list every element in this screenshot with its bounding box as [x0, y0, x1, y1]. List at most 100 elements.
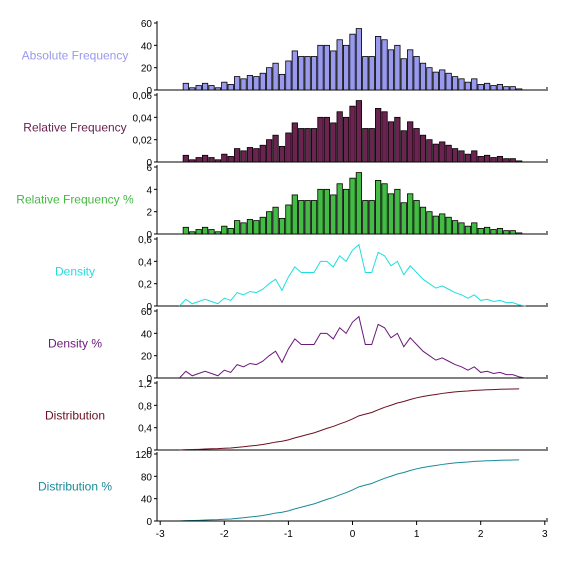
bar	[394, 44, 401, 91]
panel-7: 0 40 80 120	[135, 450, 548, 528]
bar	[368, 128, 375, 163]
bar	[246, 219, 254, 235]
bar	[201, 82, 209, 91]
bar	[336, 111, 343, 163]
bar	[182, 226, 189, 235]
bar	[490, 85, 497, 91]
bar	[375, 179, 382, 235]
bar	[195, 85, 202, 91]
bar	[477, 156, 484, 163]
bar	[503, 158, 510, 163]
bar	[496, 84, 504, 91]
bar	[407, 193, 414, 235]
y-tick-label: 20	[141, 64, 153, 75]
bar	[464, 81, 471, 91]
series-line	[179, 388, 520, 451]
bar	[310, 128, 318, 163]
bar	[189, 159, 196, 163]
bar	[419, 134, 427, 163]
x-tick-label: 1	[414, 529, 420, 540]
bar	[451, 220, 459, 235]
bar	[208, 157, 215, 163]
bar	[234, 148, 241, 163]
bar	[426, 67, 433, 91]
x-axis: -3 -2 -1 0 1 2 3	[156, 520, 548, 540]
bar	[291, 194, 298, 235]
bar	[381, 39, 388, 91]
bar	[490, 157, 497, 163]
bar	[419, 62, 427, 91]
bar	[355, 100, 363, 163]
bar	[330, 50, 337, 91]
bar	[336, 183, 343, 235]
y-tick-label: 0	[146, 517, 152, 528]
x-tick-label: 0	[350, 529, 356, 540]
bar	[432, 143, 439, 163]
y-tick-label: 0,2	[138, 280, 152, 291]
bar	[189, 87, 196, 91]
bar	[221, 153, 228, 163]
bar	[266, 139, 273, 163]
y-tick-label: 0,8	[138, 401, 152, 412]
bar	[445, 216, 452, 235]
bar	[285, 204, 292, 235]
bar	[240, 222, 247, 235]
panel-labels: Absolute Frequency Relative Frequency Rela…	[16, 49, 134, 494]
bar	[221, 225, 228, 235]
bar	[330, 122, 337, 163]
bar	[278, 217, 286, 235]
bar	[496, 228, 504, 235]
y-tick-label: 0	[146, 446, 152, 457]
bar	[503, 230, 510, 235]
bar	[355, 172, 363, 235]
bar	[400, 202, 407, 235]
bar	[375, 36, 382, 91]
bar	[189, 231, 196, 235]
bar	[362, 200, 369, 235]
bar	[426, 211, 433, 235]
panel-label: Distribution %	[38, 480, 112, 494]
bar	[471, 150, 478, 163]
bar	[451, 76, 459, 91]
y-tick-label: 40	[141, 41, 153, 52]
bar	[298, 200, 305, 235]
bar	[304, 200, 311, 235]
y-tick-label: 0,04	[133, 113, 153, 124]
y-tick-label: 20	[141, 352, 153, 363]
bar	[426, 139, 433, 163]
bar	[464, 225, 471, 235]
bar	[439, 141, 446, 163]
bar	[278, 73, 286, 91]
panel-1: 0 20 40 60	[141, 19, 548, 97]
bar	[413, 56, 420, 91]
bar	[355, 28, 363, 91]
bar	[349, 105, 356, 163]
chart-panels: 020406000,020,040,06024600,20,40,6020406…	[133, 19, 548, 528]
y-tick-label: 0	[146, 374, 152, 385]
bar	[304, 56, 311, 91]
bar	[445, 144, 452, 163]
bar	[336, 39, 343, 91]
bar	[458, 78, 465, 91]
bar	[272, 206, 279, 235]
bar	[310, 200, 318, 235]
x-tick-label: 2	[478, 529, 484, 540]
bar	[516, 88, 523, 91]
bar	[509, 158, 516, 163]
bar	[201, 226, 209, 235]
bar	[349, 177, 356, 235]
bar	[483, 82, 491, 91]
bar	[496, 156, 504, 163]
bar	[477, 84, 484, 91]
bar	[291, 122, 298, 163]
bar	[272, 134, 279, 163]
x-tick-label: -2	[220, 529, 229, 540]
bar	[214, 231, 222, 235]
x-tick-label: -3	[156, 529, 165, 540]
bar	[362, 56, 369, 91]
bar	[477, 228, 484, 235]
panel-3: 0 2 4 6	[146, 163, 548, 241]
bar	[464, 153, 471, 163]
bar	[214, 87, 222, 91]
bar	[471, 78, 478, 91]
